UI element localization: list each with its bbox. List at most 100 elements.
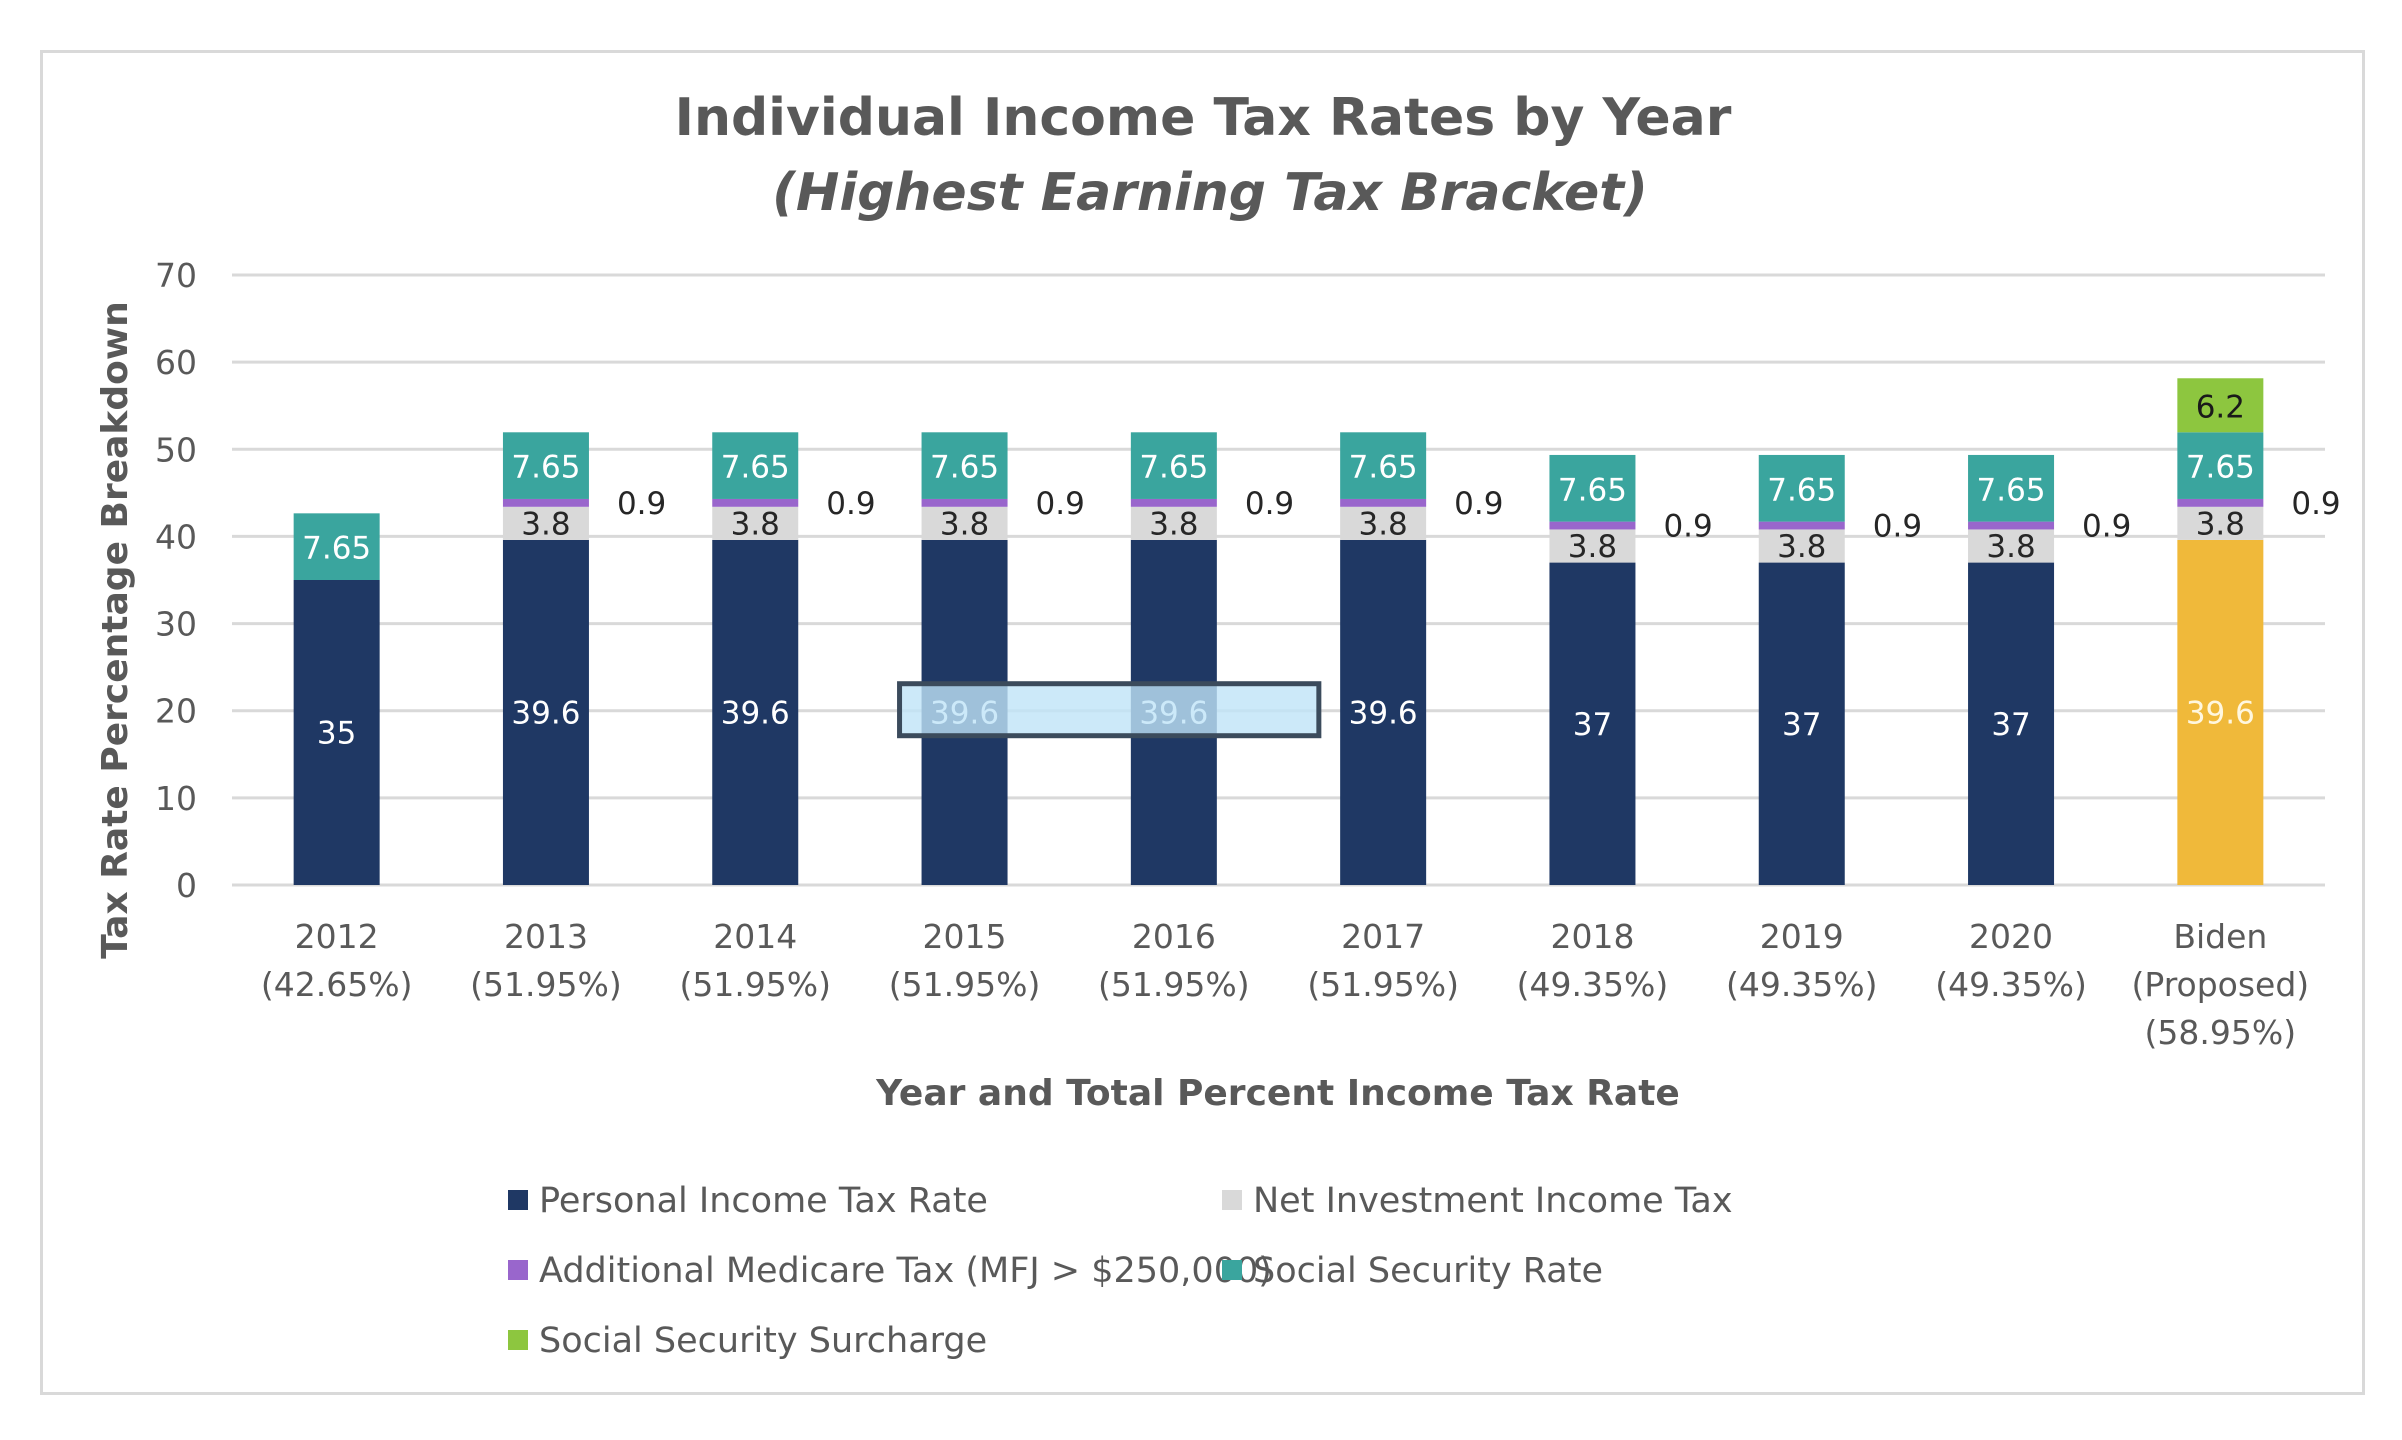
x-tick-label: 2016	[1132, 917, 1216, 956]
y-axis-title: Tax Rate Percentage Breakdown	[95, 301, 136, 959]
bar-segment-7-2	[1758, 521, 1845, 530]
data-label: 0.9	[1663, 509, 1712, 545]
chart-title: Individual Income Tax Rates by Year	[675, 88, 1732, 148]
data-label: 7.65	[302, 531, 371, 567]
bar-segment-5-2	[1340, 498, 1427, 507]
bar-segment-2-0	[712, 539, 799, 885]
bar-segment-9-4	[2177, 378, 2264, 433]
data-label: 0.9	[1873, 509, 1922, 545]
bar-segment-8-3	[1968, 454, 2055, 522]
x-tick-label: (51.95%)	[889, 965, 1041, 1004]
x-tick-label: (51.95%)	[1307, 965, 1459, 1004]
x-tick-label: (51.95%)	[679, 965, 831, 1004]
y-tick-label: 10	[155, 779, 197, 818]
y-tick-label: 60	[155, 343, 197, 382]
x-tick-label: 2014	[713, 917, 797, 956]
data-label: 35	[317, 716, 356, 752]
data-label: 3.8	[1568, 529, 1617, 565]
x-tick-label: (51.95%)	[470, 965, 622, 1004]
bar-segment-2-2	[712, 498, 799, 507]
data-label: 39.6	[1349, 695, 1418, 731]
data-label: 7.65	[511, 450, 580, 486]
bar-segment-9-3	[2177, 432, 2264, 499]
x-tick-label: (58.95%)	[2145, 1013, 2297, 1052]
data-label: 7.65	[1139, 450, 1208, 486]
bar-segment-1-0	[502, 539, 589, 885]
x-tick-label: 2019	[1760, 917, 1844, 956]
y-tick-label: 30	[155, 605, 197, 644]
data-label: 37	[1782, 707, 1821, 743]
legend: Personal Income Tax Rate Net Investment I…	[508, 1181, 1733, 1361]
bars: 35 7.65 39.6 3.8 0.9 7.65 39.6 3.8 0.9 7.65 39.6 3.…	[293, 378, 2341, 885]
x-tick-label: (Proposed)	[2132, 965, 2310, 1004]
bar-segment-4-3	[1130, 432, 1217, 499]
selection-box[interactable]	[897, 681, 1322, 739]
bar-segment-8-1	[1968, 529, 2055, 563]
data-label: 6.2	[2196, 389, 2245, 425]
x-tick-label: (51.95%)	[1098, 965, 1250, 1004]
y-tick-label: 20	[155, 692, 197, 731]
bar-segment-6-3	[1549, 454, 1636, 522]
x-tick-label: 2015	[923, 917, 1007, 956]
bar-segment-5-0	[1340, 539, 1427, 885]
bar-segment-9-2	[2177, 498, 2264, 507]
bar-segment-2-1	[712, 506, 799, 540]
data-label: 0.9	[2291, 486, 2340, 522]
x-tick-label: 2017	[1341, 917, 1425, 956]
bar-segment-0-0	[293, 580, 380, 885]
bar-segment-4-2	[1130, 498, 1217, 507]
legend-swatch	[1222, 1190, 1242, 1210]
x-tick-label: (49.35%)	[1935, 965, 2087, 1004]
data-label: 7.65	[930, 450, 999, 486]
bar-segment-8-2	[1968, 521, 2055, 530]
bar-segment-0-3	[293, 513, 380, 580]
bar-segment-1-1	[502, 506, 589, 540]
x-tick-label: Biden	[2173, 917, 2267, 956]
y-tick-label: 70	[155, 256, 197, 295]
bar-segment-4-1	[1130, 506, 1217, 540]
bar-segment-9-1	[2177, 506, 2264, 540]
bar-segment-5-1	[1340, 506, 1427, 540]
bar-segment-2-3	[712, 432, 799, 499]
data-label: 39.6	[511, 695, 580, 731]
bar-segment-8-0	[1968, 562, 2055, 885]
data-label: 7.65	[2186, 450, 2255, 486]
data-label: 3.8	[731, 506, 780, 542]
bar-segment-9-0	[2177, 539, 2264, 885]
legend-label: Social Security Surcharge	[539, 1321, 987, 1361]
bar-segment-1-3	[502, 432, 589, 499]
legend-swatch	[508, 1190, 528, 1210]
data-label: 3.8	[940, 506, 989, 542]
bar-segment-5-3	[1340, 432, 1427, 499]
data-label: 3.8	[521, 506, 570, 542]
y-tick-label: 50	[155, 430, 197, 469]
bar-segment-6-0	[1549, 562, 1636, 885]
chart-subtitle: (Highest Earning Tax Bracket)	[772, 163, 1648, 223]
x-axis-categories: 2012 (42.65%) 2013 (51.95%) 2014 (51.95%) 2015…	[261, 917, 2309, 1052]
bar-segment-3-2	[921, 498, 1008, 507]
legend-swatch	[508, 1330, 528, 1350]
data-label: 7.65	[1977, 472, 2046, 508]
bar-segment-1-2	[502, 498, 589, 507]
x-tick-label: 2018	[1550, 917, 1634, 956]
bar-segment-7-0	[1758, 562, 1845, 885]
legend-swatch	[508, 1260, 528, 1280]
x-tick-label: (49.35%)	[1517, 965, 1669, 1004]
legend-label: Additional Medicare Tax (MFJ > $250,000)	[539, 1251, 1272, 1291]
data-label: 3.8	[1149, 506, 1198, 542]
data-label: 37	[1573, 707, 1612, 743]
data-label: 3.8	[1358, 506, 1407, 542]
bar-segment-6-1	[1549, 529, 1636, 563]
x-tick-label: (49.35%)	[1726, 965, 1878, 1004]
legend-label: Net Investment Income Tax	[1253, 1181, 1733, 1221]
data-label: 7.65	[1349, 450, 1418, 486]
x-tick-label: 2020	[1969, 917, 2053, 956]
bar-segment-6-2	[1549, 521, 1636, 530]
y-tick-label: 0	[176, 866, 197, 905]
data-label: 0.9	[617, 486, 666, 522]
data-label: 3.8	[2196, 506, 2245, 542]
legend-label: Personal Income Tax Rate	[539, 1181, 988, 1221]
bar-segment-3-1	[921, 506, 1008, 540]
data-label: 0.9	[826, 486, 875, 522]
data-label: 37	[1991, 707, 2030, 743]
